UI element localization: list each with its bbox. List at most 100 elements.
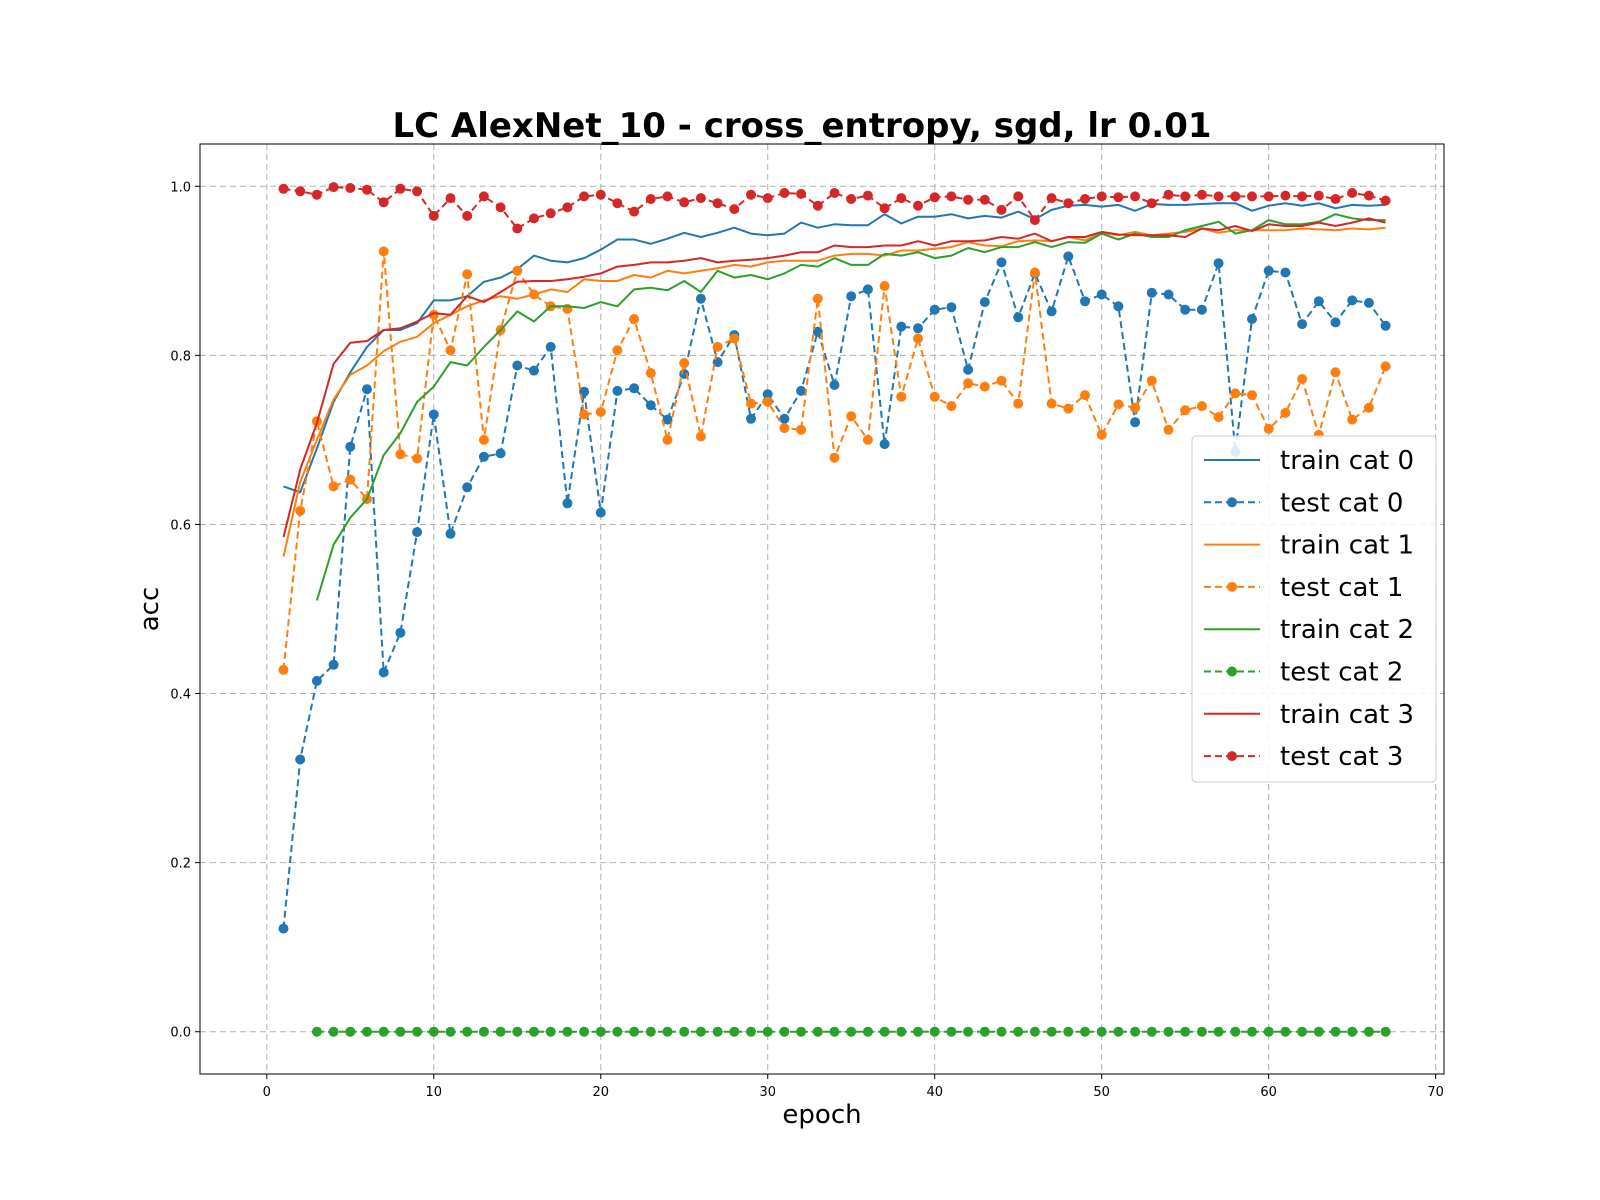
data-point bbox=[1063, 251, 1074, 262]
data-point bbox=[662, 434, 673, 445]
legend-label: train cat 2 bbox=[1280, 615, 1414, 645]
series-layer bbox=[278, 182, 1391, 1037]
data-point bbox=[963, 364, 974, 375]
legend-item: train cat 3 bbox=[1204, 700, 1414, 730]
data-point bbox=[1297, 319, 1308, 330]
data-point bbox=[946, 302, 957, 313]
data-point bbox=[695, 1026, 706, 1037]
data-point bbox=[662, 414, 673, 425]
data-point bbox=[1247, 390, 1257, 401]
data-point bbox=[362, 184, 372, 195]
data-point bbox=[796, 424, 807, 435]
data-point bbox=[1263, 191, 1274, 202]
data-point bbox=[512, 1026, 523, 1037]
data-point bbox=[1380, 361, 1391, 372]
data-point bbox=[412, 186, 423, 197]
data-point bbox=[1080, 1026, 1090, 1037]
plot-frame bbox=[199, 143, 1445, 1075]
data-point bbox=[378, 246, 389, 257]
data-point bbox=[1080, 296, 1090, 307]
data-point bbox=[562, 498, 573, 509]
data-point bbox=[1163, 424, 1174, 435]
y-tick-label: 0.2 bbox=[170, 857, 191, 872]
data-point bbox=[796, 385, 807, 396]
data-point bbox=[1063, 403, 1074, 414]
data-point bbox=[462, 482, 473, 493]
data-point bbox=[1029, 267, 1040, 278]
data-point bbox=[846, 194, 857, 204]
data-point bbox=[345, 1026, 356, 1037]
data-point bbox=[1263, 1026, 1274, 1037]
y-axis: 0.0 0.2 0.4 0.6 0.8 1.0 bbox=[170, 180, 200, 1041]
data-point bbox=[645, 1026, 656, 1037]
data-point bbox=[879, 1026, 890, 1037]
data-point bbox=[629, 383, 640, 394]
data-point bbox=[1130, 417, 1141, 428]
data-point bbox=[946, 1026, 957, 1037]
data-point bbox=[1146, 375, 1157, 386]
data-point bbox=[612, 198, 623, 209]
data-point bbox=[762, 1026, 773, 1037]
data-point bbox=[1263, 423, 1274, 434]
data-point bbox=[929, 304, 940, 315]
data-point bbox=[412, 453, 423, 464]
data-point bbox=[278, 183, 289, 194]
data-point bbox=[478, 451, 489, 462]
data-point bbox=[595, 1026, 606, 1037]
data-point bbox=[896, 321, 907, 332]
x-tick-label: 20 bbox=[592, 1085, 609, 1100]
data-point bbox=[1297, 374, 1308, 384]
data-point bbox=[1363, 190, 1374, 201]
data-point bbox=[579, 1026, 590, 1037]
data-point bbox=[1196, 304, 1207, 315]
data-point bbox=[1230, 1026, 1241, 1037]
legend: train cat 0 test cat 0 train cat 1 test cat… bbox=[1191, 435, 1437, 783]
data-point bbox=[412, 1026, 423, 1037]
data-point bbox=[662, 191, 673, 202]
data-point bbox=[929, 1026, 940, 1037]
data-point bbox=[1096, 429, 1107, 440]
legend-item: test cat 0 bbox=[1204, 488, 1403, 518]
data-point bbox=[746, 1026, 756, 1037]
data-point bbox=[1380, 195, 1391, 206]
data-point bbox=[946, 401, 957, 412]
data-point bbox=[579, 409, 590, 420]
data-point bbox=[545, 208, 556, 219]
data-point bbox=[478, 434, 489, 445]
data-point bbox=[846, 291, 857, 302]
legend-box bbox=[1191, 435, 1437, 783]
data-point bbox=[445, 345, 456, 356]
series-7 bbox=[282, 217, 1386, 538]
data-point bbox=[712, 341, 723, 352]
data-point bbox=[829, 188, 840, 198]
legend-label: test cat 3 bbox=[1280, 742, 1403, 772]
series-6 bbox=[311, 1026, 1391, 1037]
chart-title: LC AlexNet_10 - cross_entropy, sgd, lr 0… bbox=[392, 106, 1211, 146]
data-point bbox=[913, 323, 923, 334]
data-point bbox=[1163, 189, 1174, 200]
data-point bbox=[729, 1026, 740, 1037]
data-point bbox=[712, 198, 723, 209]
data-point bbox=[1213, 191, 1224, 202]
data-point bbox=[1180, 1026, 1191, 1037]
series-4 bbox=[278, 246, 1391, 675]
data-point bbox=[1113, 301, 1124, 312]
data-point bbox=[1046, 1026, 1057, 1037]
data-point bbox=[378, 1026, 389, 1037]
data-point bbox=[963, 378, 974, 389]
legend-item: test cat 1 bbox=[1204, 573, 1403, 603]
series-line bbox=[282, 217, 1386, 538]
data-point bbox=[278, 664, 289, 675]
data-point bbox=[762, 396, 773, 407]
data-point bbox=[512, 360, 523, 371]
data-point bbox=[1363, 1026, 1374, 1037]
data-point bbox=[762, 193, 773, 204]
data-point bbox=[1180, 304, 1191, 315]
data-point bbox=[862, 284, 873, 295]
y-tick-label: 1.0 bbox=[170, 180, 191, 195]
legend-label: train cat 3 bbox=[1280, 700, 1414, 730]
x-axis-label: epoch bbox=[782, 1100, 861, 1130]
data-point bbox=[629, 206, 640, 217]
data-point bbox=[1330, 194, 1341, 204]
data-point bbox=[762, 389, 773, 400]
